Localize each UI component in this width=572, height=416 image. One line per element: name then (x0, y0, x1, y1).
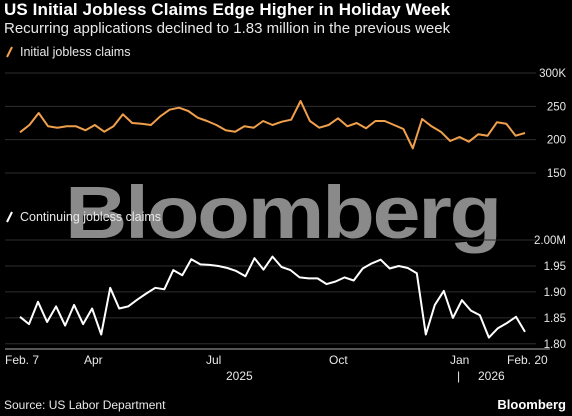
legend-continuing-label: Continuing jobless claims (20, 210, 161, 224)
y-axis-continuing: 2.00M 1.95 1.90 1.85 1.80 (534, 235, 566, 351)
y-tick-label: 1.85 (544, 313, 566, 325)
y-tick-label: 1.90 (544, 287, 566, 299)
y-tick-label: 200 (547, 135, 566, 147)
x-year-label: 2025 (226, 369, 253, 383)
y-tick-label: 300K (539, 68, 566, 80)
y-tick-label: 150 (547, 168, 566, 180)
brand-logo: Bloomberg (497, 397, 566, 412)
legend-continuing-swatch (6, 211, 13, 223)
x-tick-label: Feb. 7 (5, 353, 39, 367)
legend-initial-swatch (6, 46, 13, 58)
x-year-divider: | (457, 369, 460, 383)
x-tick-label: Feb. 20 (507, 353, 548, 367)
series-line-continuing-claims (19, 255, 526, 339)
chart-title: US Initial Jobless Claims Edge Higher in… (4, 0, 451, 19)
grid-continuing (5, 239, 536, 345)
x-year-label: 2026 (478, 369, 505, 383)
x-axis: Feb. 7 Apr Jul Oct Jan Feb. 20 2025 | 20… (5, 353, 548, 383)
legend-initial-label: Initial jobless claims (20, 45, 130, 59)
y-tick-label: 250 (547, 101, 566, 113)
y-tick-label: 2.00M (534, 235, 566, 247)
source-note: Source: US Labor Department (4, 398, 166, 412)
grid-initial (5, 72, 536, 174)
x-tick-label: Apr (84, 353, 103, 367)
x-tick-label: Oct (329, 353, 348, 367)
y-tick-label: 1.95 (544, 261, 566, 273)
chart-subtitle: Recurring applications declined to 1.83 … (4, 20, 451, 37)
x-tick-label: Jan (450, 353, 469, 367)
legend-continuing: Continuing jobless claims (6, 210, 161, 224)
legend-initial: Initial jobless claims (6, 45, 130, 59)
series-line-initial-claims (19, 100, 526, 150)
y-tick-label: 1.80 (544, 339, 566, 351)
x-tick-label: Jul (206, 353, 221, 367)
y-axis-initial: 300K 250 200 150 (539, 68, 566, 180)
